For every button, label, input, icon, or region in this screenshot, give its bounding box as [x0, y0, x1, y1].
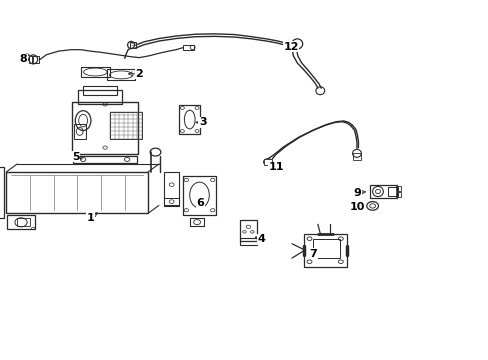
- Text: 2: 2: [135, 69, 143, 79]
- Bar: [130, 42, 136, 48]
- Bar: [239, 220, 257, 241]
- Text: 4: 4: [257, 234, 265, 244]
- Bar: [370, 185, 397, 198]
- Bar: [83, 85, 117, 94]
- Text: 7: 7: [308, 249, 316, 259]
- Bar: [29, 56, 33, 63]
- Bar: [264, 159, 271, 165]
- Text: 5: 5: [72, 152, 80, 162]
- Bar: [7, 215, 35, 229]
- Bar: [78, 90, 122, 104]
- Text: 3: 3: [199, 117, 206, 127]
- Bar: [17, 218, 30, 226]
- Bar: [303, 234, 346, 267]
- Bar: [81, 67, 109, 77]
- Text: 12: 12: [283, 42, 298, 52]
- Bar: [312, 239, 339, 258]
- Bar: [110, 112, 142, 139]
- Bar: [164, 198, 179, 205]
- Bar: [395, 186, 400, 191]
- Bar: [164, 172, 179, 206]
- Bar: [183, 176, 216, 215]
- Text: 11: 11: [268, 162, 284, 172]
- Bar: [74, 124, 85, 139]
- Bar: [72, 102, 138, 154]
- Bar: [239, 238, 257, 245]
- Bar: [6, 172, 148, 213]
- Bar: [395, 192, 400, 197]
- Bar: [285, 42, 296, 50]
- Bar: [352, 153, 360, 160]
- Bar: [107, 69, 135, 80]
- Bar: [32, 56, 39, 63]
- Text: 6: 6: [196, 198, 204, 208]
- Text: 8: 8: [20, 54, 27, 64]
- Bar: [190, 218, 203, 226]
- Bar: [183, 45, 193, 50]
- Bar: [73, 156, 137, 163]
- Text: 9: 9: [352, 188, 360, 198]
- Bar: [0, 167, 4, 218]
- Text: 1: 1: [86, 213, 94, 223]
- Bar: [387, 187, 397, 196]
- Text: 10: 10: [348, 202, 364, 212]
- Bar: [179, 105, 200, 134]
